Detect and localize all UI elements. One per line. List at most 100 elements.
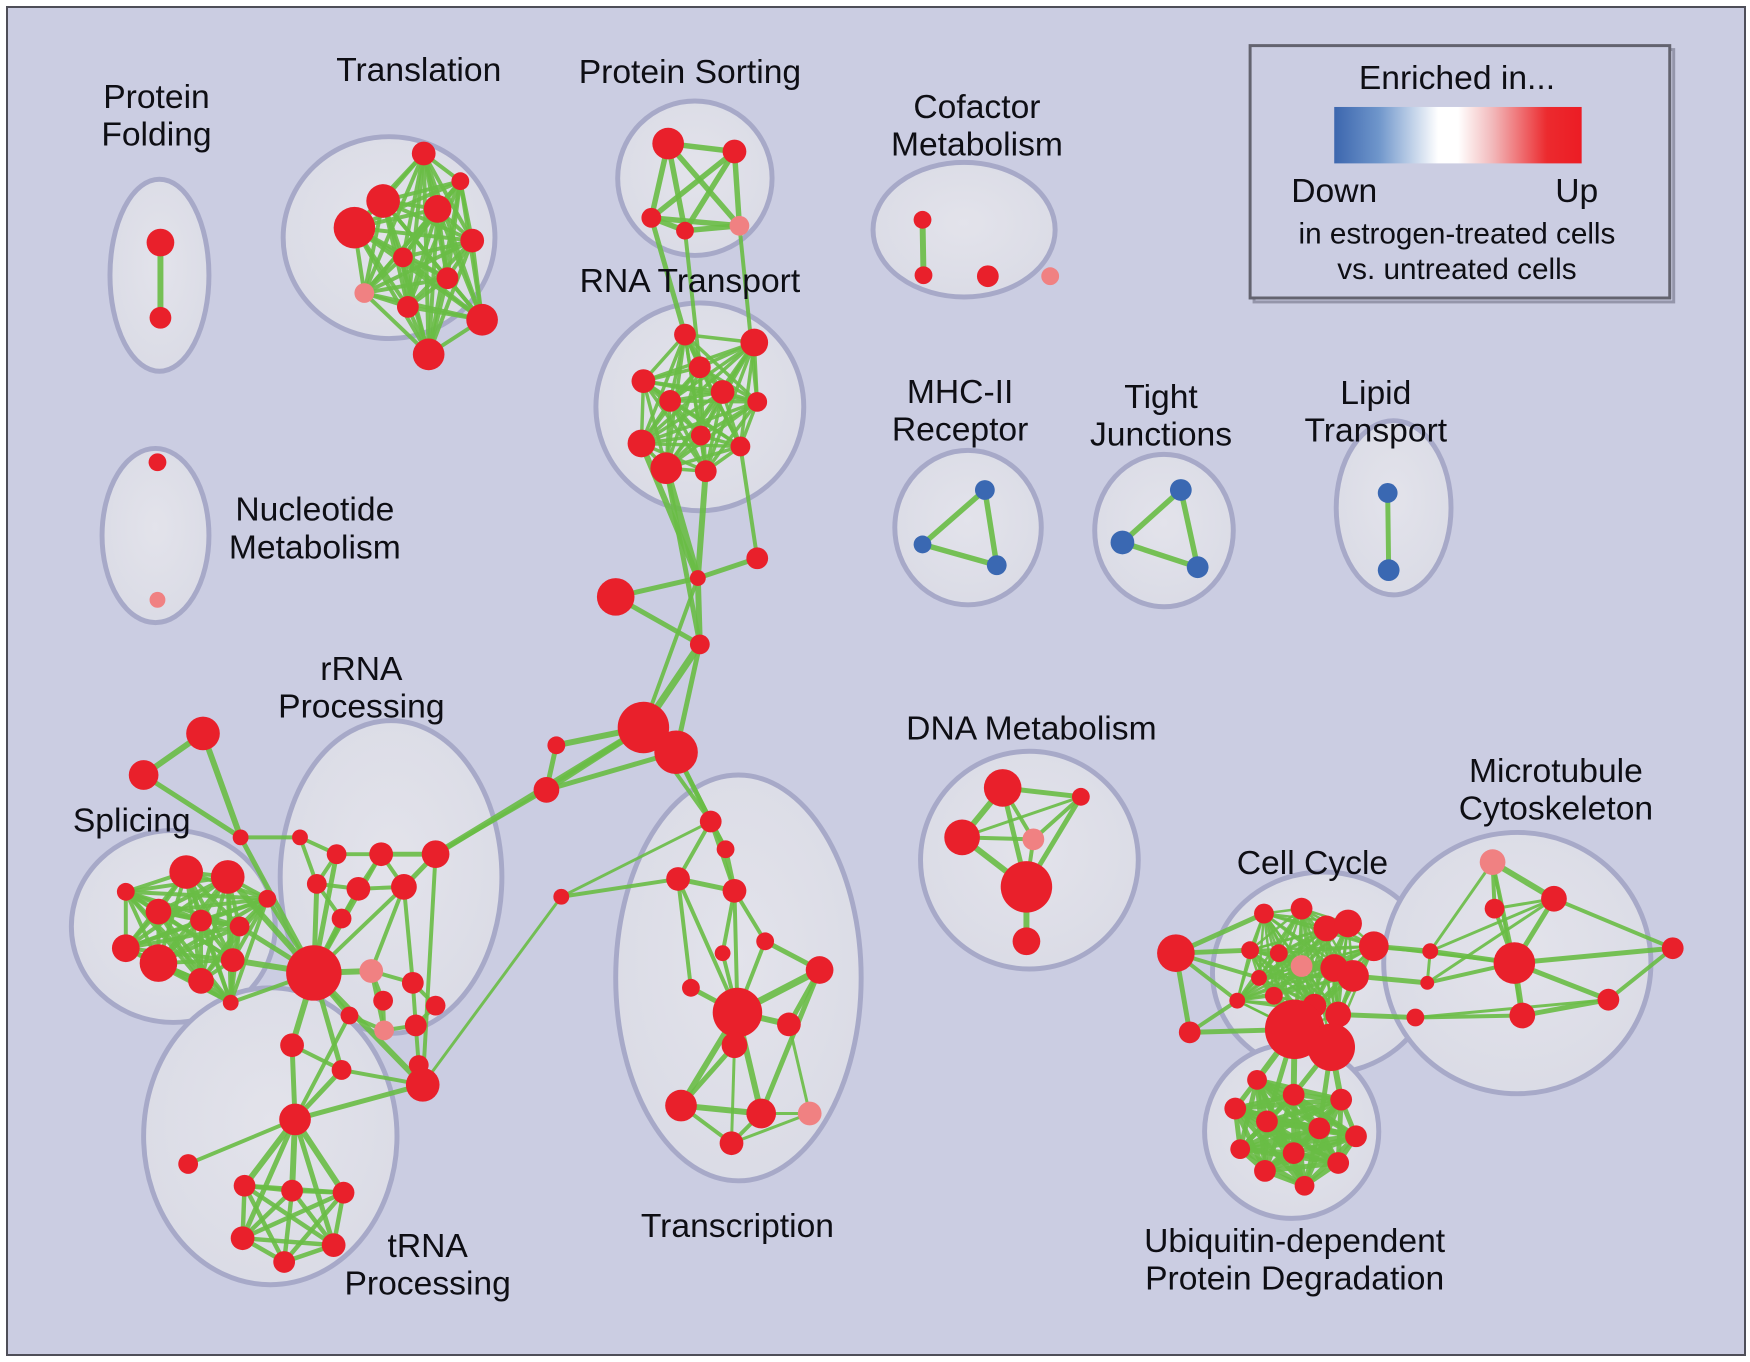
cluster-ellipse-tight-junctions: [1092, 451, 1236, 610]
edge: [668, 399, 743, 449]
gene-set-node-up: [1345, 1125, 1367, 1148]
gene-set-node-up: [690, 425, 711, 446]
edge: [960, 795, 1083, 839]
gene-set-node-up: [421, 840, 450, 869]
edge: [668, 399, 759, 404]
edge: [1335, 1012, 1418, 1020]
gene-set-node-up: [617, 701, 670, 754]
gene-set-node-up: [641, 207, 662, 228]
gene-set-node-up: [186, 716, 220, 751]
gene-set-node-up: [654, 730, 698, 775]
edge: [1237, 1133, 1359, 1152]
gene-set-node-up: [1012, 927, 1041, 956]
edge: [405, 179, 463, 309]
edge: [639, 400, 759, 446]
gene-set-node-up: [722, 139, 747, 164]
gene-set-node-light: [149, 591, 166, 608]
edge: [435, 206, 485, 322]
edge: [1551, 896, 1675, 951]
legend-down-label: Down: [1291, 173, 1377, 210]
gene-set-node-up: [1251, 969, 1267, 986]
gene-set-node-up: [326, 844, 347, 865]
gene-set-node-up: [460, 228, 485, 253]
edge: [919, 487, 988, 548]
gene-set-node-up: [169, 855, 203, 889]
edge: [641, 379, 708, 473]
gene-set-node-up: [914, 266, 933, 285]
gene-set-node-up: [1337, 960, 1369, 992]
gene-set-node-up: [423, 195, 452, 223]
gene-set-node-up: [682, 978, 700, 997]
label-splicing: Splicing: [73, 802, 191, 839]
gene-set-node-up: [292, 829, 308, 846]
edge: [293, 1013, 352, 1122]
gene-set-node-up: [404, 1014, 427, 1037]
gene-set-node-up: [111, 934, 140, 963]
edge: [758, 967, 823, 1116]
edge: [919, 541, 1000, 568]
label-protein-folding: Protein Folding: [101, 79, 211, 154]
gene-set-node-up: [1256, 1110, 1278, 1133]
gene-set-node-down: [974, 480, 995, 500]
legend-gradient-bar: [1334, 106, 1582, 164]
edge: [1262, 1133, 1359, 1174]
gene-set-node-up: [279, 1103, 311, 1136]
gene-set-node-up: [116, 882, 135, 901]
edge: [240, 1235, 336, 1248]
edge: [738, 444, 760, 561]
gene-set-node-up: [721, 1032, 748, 1059]
edge: [426, 238, 475, 357]
gene-set-node-up: [149, 306, 172, 329]
edge: [1119, 539, 1201, 570]
gene-set-node-up: [1157, 934, 1195, 972]
gene-set-node-up: [665, 1089, 697, 1122]
edge: [1372, 944, 1516, 965]
gene-set-node-up: [627, 429, 656, 458]
edge: [242, 1183, 287, 1265]
edge: [1511, 945, 1676, 966]
gene-set-node-up: [1422, 943, 1439, 960]
gene-set-node-up: [139, 944, 178, 982]
gene-set-node-up: [1282, 1083, 1305, 1106]
cluster-ellipse-nucleotide-metabolism: [99, 445, 212, 626]
gene-set-node-up: [553, 888, 570, 905]
edge: [704, 400, 759, 473]
edge: [421, 895, 563, 1087]
gene-set-node-up: [631, 369, 656, 393]
gene-set-node-up: [229, 916, 250, 937]
edge: [200, 730, 244, 841]
gene-set-node-up: [689, 634, 710, 655]
gene-set-node-up: [676, 221, 694, 240]
legend-up-label: Up: [1555, 173, 1598, 210]
edge: [362, 151, 426, 296]
label-mhc-ii-receptor: MHC-II Receptor: [892, 374, 1028, 449]
edge: [1428, 897, 1556, 953]
gene-set-node-up: [222, 994, 239, 1011]
gene-set-node-up: [714, 945, 731, 962]
edge: [676, 876, 693, 990]
gene-set-node-up: [1308, 1117, 1331, 1140]
label-nucleotide-metabolism: Nucleotide Metabolism: [229, 492, 401, 567]
gene-set-node-up: [232, 829, 249, 846]
gene-set-node-up: [333, 206, 376, 249]
gene-set-node-up: [346, 876, 371, 901]
gene-set-node-up: [746, 547, 769, 570]
gene-set-node-up: [1406, 1008, 1425, 1027]
gene-set-node-up: [128, 760, 159, 790]
gene-set-node-up: [425, 995, 446, 1016]
edge: [352, 225, 431, 357]
gene-set-node-up: [220, 948, 245, 972]
gene-set-node-up: [1509, 1002, 1536, 1029]
edge: [648, 148, 738, 221]
gene-set-node-down: [986, 555, 1007, 576]
gene-set-node-up: [1661, 937, 1684, 960]
gene-set-node-down: [1110, 530, 1135, 555]
edge: [292, 1116, 337, 1248]
gene-set-node-up: [1178, 1021, 1201, 1044]
gene-set-node-up: [712, 987, 763, 1038]
edge: [123, 924, 242, 951]
edge: [639, 332, 687, 446]
edge: [1178, 487, 1201, 570]
gene-set-node-up: [1420, 975, 1435, 990]
edge: [1236, 966, 1336, 1002]
